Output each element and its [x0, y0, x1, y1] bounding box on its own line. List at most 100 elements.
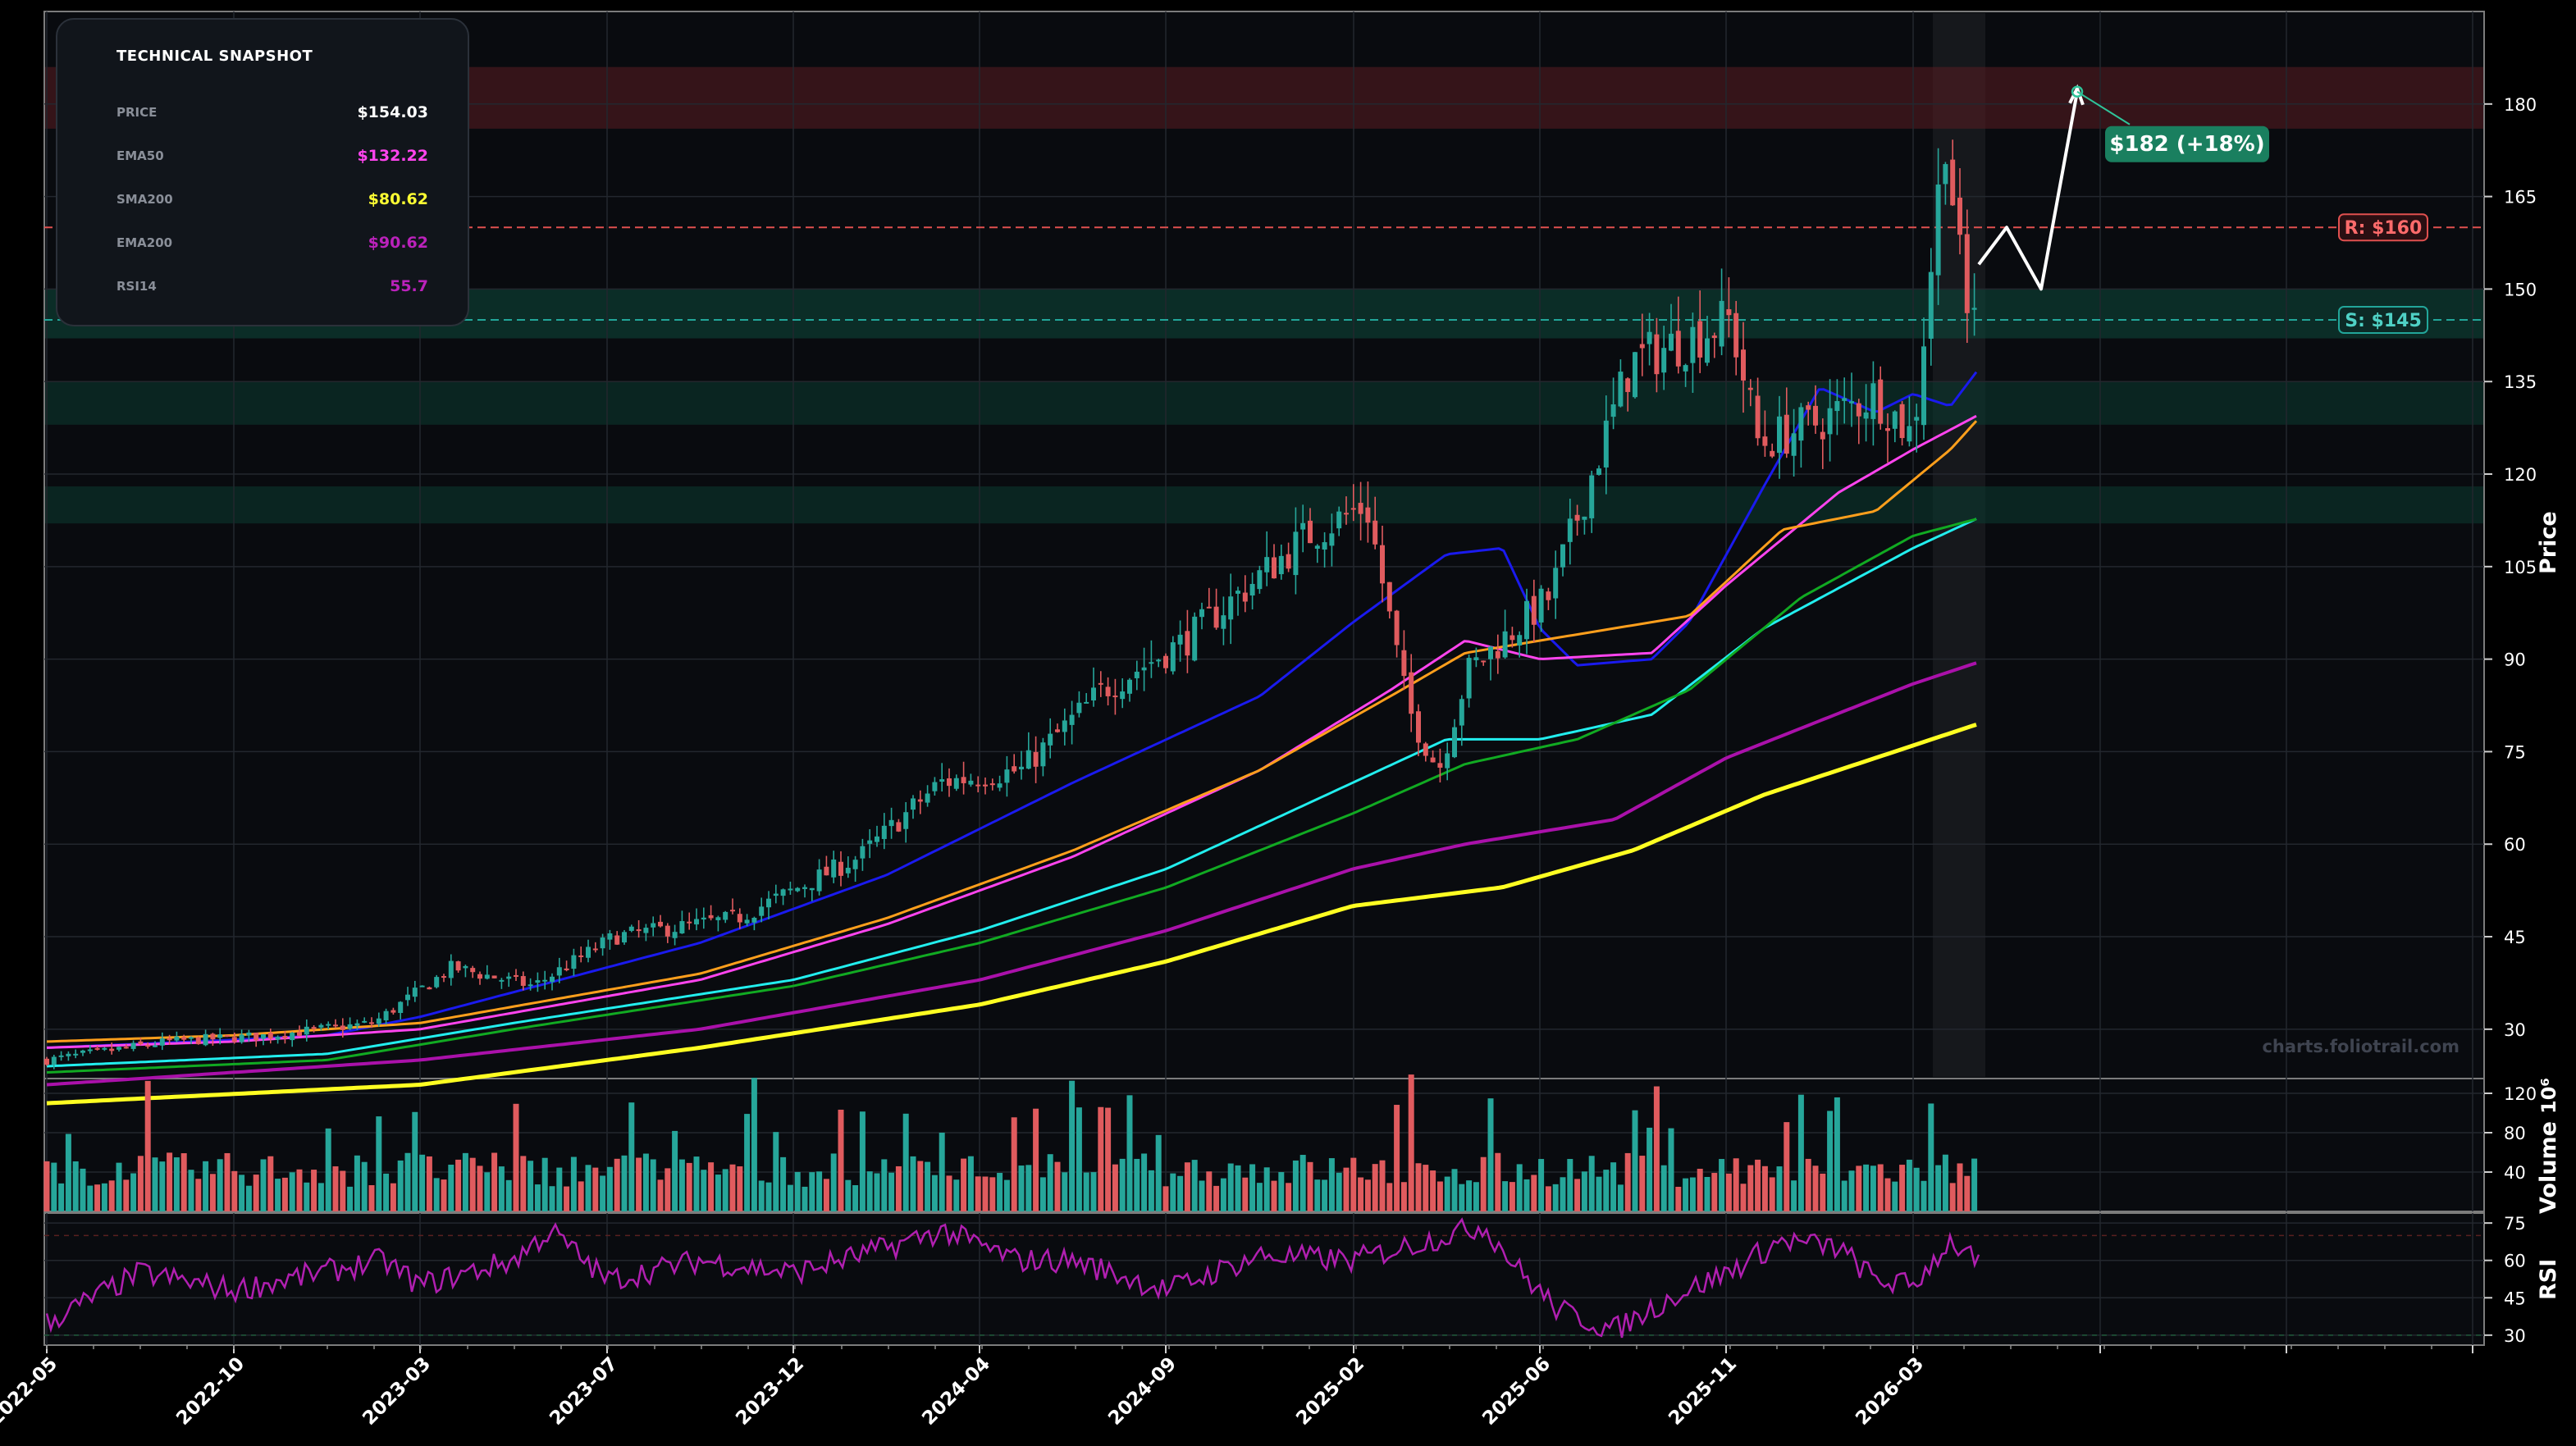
volume-bar — [1971, 1158, 1978, 1211]
volume-bar — [549, 1186, 555, 1211]
volume-bar — [188, 1170, 194, 1211]
candle-body — [665, 925, 670, 937]
volume-bar — [564, 1186, 570, 1211]
volume-bar — [874, 1173, 880, 1211]
candle-body — [1278, 555, 1284, 575]
candle-body — [231, 1037, 237, 1042]
candle-body — [1798, 407, 1804, 441]
candle-body — [1726, 309, 1732, 316]
candle-body — [51, 1056, 57, 1065]
candle-body — [578, 955, 584, 957]
indicator-line-ema50 — [46, 414, 1977, 1049]
volume-bar — [1206, 1171, 1213, 1211]
candle-body — [1062, 720, 1067, 732]
candle-body — [917, 799, 923, 802]
volume-bar — [376, 1116, 382, 1211]
volume-bar — [1704, 1176, 1710, 1211]
candle-body — [167, 1038, 172, 1041]
price-tick-label: 45 — [2504, 928, 2526, 947]
candle-body — [1596, 468, 1601, 475]
volume-bar — [1314, 1179, 1321, 1211]
volume-bar — [1545, 1186, 1551, 1211]
volume-bar — [592, 1167, 599, 1211]
candle-body — [1849, 401, 1854, 404]
candle-body — [607, 933, 613, 940]
price-tick-label: 120 — [2504, 465, 2537, 485]
candle-body — [261, 1034, 266, 1039]
volume-bar — [477, 1165, 483, 1211]
candle-body — [766, 898, 771, 908]
candle-body — [1033, 751, 1039, 767]
volume-bar — [917, 1161, 924, 1211]
candle-body — [1669, 333, 1674, 351]
volume-bar — [802, 1186, 808, 1211]
volume-bar — [368, 1184, 375, 1211]
candle-body — [1733, 312, 1739, 358]
volume-bar — [1047, 1154, 1053, 1211]
candle-body — [1105, 687, 1111, 696]
volume-bar — [498, 1166, 505, 1211]
volume-bar — [245, 1185, 252, 1211]
volume-bar — [1596, 1176, 1602, 1211]
volume-bar — [1516, 1164, 1523, 1211]
candle-body — [455, 961, 461, 971]
candle-body — [780, 889, 786, 896]
candle-body — [759, 906, 765, 916]
candle-body — [953, 778, 959, 789]
candle-body — [1834, 401, 1840, 412]
volume-bar — [1379, 1160, 1386, 1211]
volume-bar — [809, 1172, 815, 1211]
candle-body — [1293, 531, 1299, 576]
candle-body — [622, 932, 627, 943]
candle-body — [932, 782, 938, 791]
volume-bar — [925, 1161, 931, 1211]
candle-body — [628, 926, 634, 931]
volume-bar — [744, 1114, 751, 1211]
volume-bar — [794, 1171, 801, 1211]
candle-body — [1004, 769, 1010, 783]
candle-body — [1213, 606, 1219, 628]
volume-bar — [1502, 1181, 1509, 1211]
indicator-line-sma100 — [46, 518, 1977, 1068]
candle-body — [153, 1045, 158, 1047]
price-tick-label: 150 — [2504, 280, 2537, 299]
volume-bar — [267, 1156, 274, 1211]
candle-body — [1084, 701, 1089, 704]
candle-body — [867, 840, 873, 844]
snapshot-row-ema200: EMA200 $90.62 — [116, 234, 428, 260]
candle-body — [1510, 635, 1515, 641]
volume-bar — [729, 1164, 736, 1211]
candle-body — [1437, 763, 1443, 768]
candle-body — [1459, 699, 1464, 726]
candle-body — [1272, 557, 1277, 579]
volume-bar — [347, 1186, 354, 1211]
volume-bar — [159, 1161, 166, 1211]
volume-bar — [1560, 1177, 1566, 1211]
candle-body — [852, 860, 858, 869]
volume-bar — [1660, 1165, 1667, 1211]
candle-body — [383, 1010, 389, 1021]
volume-bar — [1538, 1159, 1545, 1211]
volume-bar — [448, 1165, 454, 1211]
candle-body — [520, 976, 526, 986]
volume-bar — [845, 1179, 852, 1211]
volume-tick-label: 80 — [2504, 1124, 2526, 1143]
volume-bar — [505, 1179, 512, 1211]
price-tick-label: 90 — [2504, 650, 2526, 670]
volume-bar — [1083, 1172, 1089, 1211]
candle-body — [1950, 159, 1956, 206]
rsi-axis-label: RSI — [2536, 1259, 2561, 1300]
volume-bar — [1892, 1181, 1898, 1211]
volume-bar — [1220, 1178, 1226, 1211]
candle-body — [1386, 582, 1392, 612]
candle-body — [968, 780, 974, 785]
candle-body — [66, 1053, 71, 1056]
price-tick-label: 75 — [2504, 742, 2526, 762]
snapshot-row-sma200: SMA200 $80.62 — [116, 190, 428, 217]
candle-body — [1560, 544, 1565, 568]
candle-body — [881, 825, 887, 839]
candle-body — [217, 1034, 223, 1038]
volume-bar — [1134, 1158, 1140, 1211]
volume-bar — [556, 1167, 563, 1211]
volume-exponent-label: 10⁶ — [2537, 1078, 2560, 1114]
